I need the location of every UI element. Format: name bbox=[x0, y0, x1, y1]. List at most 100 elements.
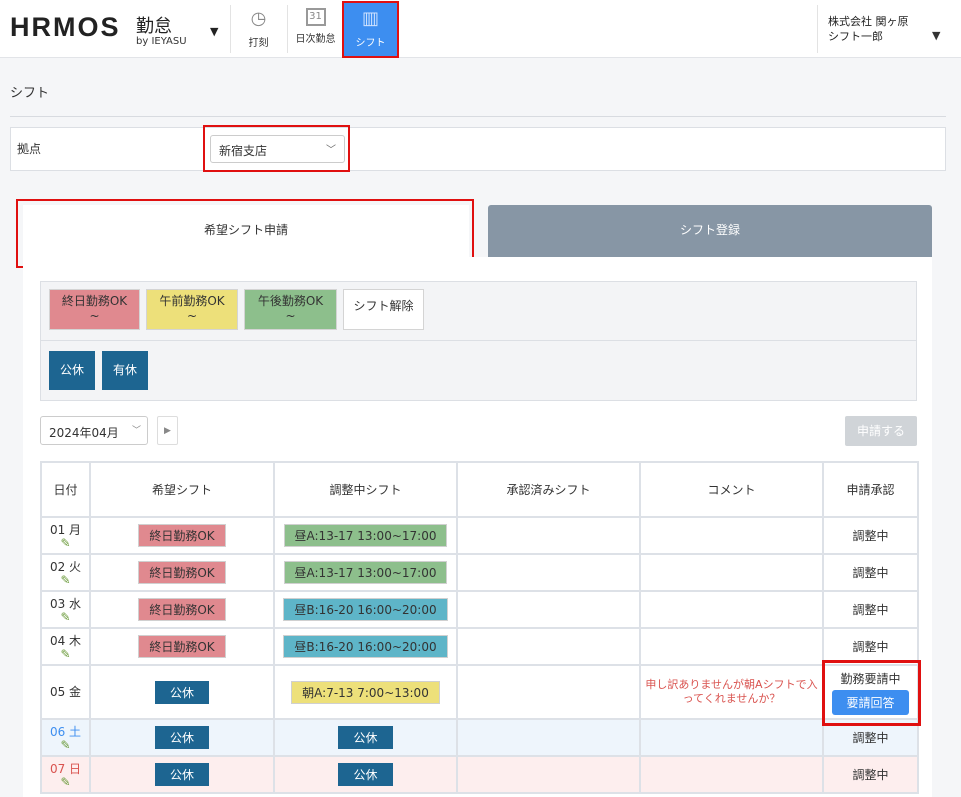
col-adjust: 調整中シフト bbox=[273, 461, 458, 518]
paid-leave-button[interactable]: 有休 bbox=[102, 351, 148, 390]
page-title: シフト bbox=[10, 86, 50, 101]
date-text: 05 金 bbox=[49, 685, 82, 699]
pencil-icon[interactable]: ✎ bbox=[60, 646, 71, 661]
top-header: HRMOS 勤怠 by IEYASU ▼ ◷ 打刻 31 日次勤怠 ▥ シフト 株式会… bbox=[0, 0, 961, 58]
approved-cell bbox=[456, 627, 641, 666]
date-cell: 07 日 ✎ bbox=[40, 755, 91, 794]
label: 終日勤務OK bbox=[61, 294, 128, 308]
base-row bbox=[10, 127, 946, 171]
adjust-chip: 昼A:13-17 13:00~17:00 bbox=[283, 561, 448, 584]
wish-cell[interactable]: 終日勤務OK bbox=[89, 627, 275, 666]
sub: ~ bbox=[186, 309, 198, 323]
date-cell: 04 木 ✎ bbox=[40, 627, 91, 666]
wish-chip: 公休 bbox=[154, 680, 209, 704]
approved-cell bbox=[456, 718, 641, 757]
col-status: 申請承認 bbox=[822, 461, 919, 518]
date-text: 04 木 bbox=[49, 633, 82, 648]
wish-chip: 公休 bbox=[154, 726, 209, 749]
approved-cell bbox=[456, 755, 641, 794]
adjust-cell: 公休 bbox=[273, 755, 458, 794]
table-row: 03 水 ✎ 終日勤務OK 昼B:16-20 16:00~20:00 調整中 bbox=[40, 590, 919, 629]
status-text: 調整中 bbox=[852, 603, 889, 617]
divider bbox=[817, 5, 818, 53]
morning-ok-button[interactable]: 午前勤務OK ~ bbox=[146, 289, 238, 330]
comment-cell: 申し訳ありませんが朝Aシフトで入ってくれませんか？ bbox=[639, 664, 824, 720]
approved-cell bbox=[456, 516, 641, 555]
status-cell: 勤務要請中 要請回答 bbox=[822, 664, 919, 720]
base-select[interactable]: 新宿支店 ﹀ bbox=[210, 135, 345, 163]
table-row: 02 火 ✎ 終日勤務OK 昼A:13-17 13:00~17:00 調整中 bbox=[40, 553, 919, 592]
shift-clear-button[interactable]: シフト解除 bbox=[343, 289, 424, 330]
tab-shift-register[interactable]: シフト登録 bbox=[488, 205, 932, 257]
status-cell: 調整中 bbox=[822, 755, 919, 794]
user-menu[interactable]: 株式会社 関ヶ原 シフト一郎 bbox=[828, 14, 909, 44]
date-text: 06 土 bbox=[49, 724, 82, 739]
adjust-chip: 朝A:7-13 7:00~13:00 bbox=[291, 680, 440, 704]
allday-ok-button[interactable]: 終日勤務OK ~ bbox=[49, 289, 140, 330]
wish-cell[interactable]: 公休 bbox=[89, 664, 275, 720]
approved-cell bbox=[456, 664, 641, 720]
divider bbox=[10, 116, 946, 117]
col-approved: 承認済みシフト bbox=[456, 461, 641, 518]
notebook-icon: ▥ bbox=[361, 8, 379, 29]
wish-cell[interactable]: 終日勤務OK bbox=[89, 516, 275, 555]
public-holiday-button[interactable]: 公休 bbox=[49, 351, 95, 390]
base-value: 新宿支店 bbox=[219, 144, 268, 158]
adjust-chip: 昼B:16-20 16:00~20:00 bbox=[283, 598, 448, 621]
nav-daily[interactable]: 31 日次勤怠 bbox=[288, 2, 343, 57]
chevron-down-icon: ﹀ bbox=[131, 426, 141, 436]
pencil-icon[interactable]: ✎ bbox=[60, 535, 71, 550]
date-cell: 06 土 ✎ bbox=[40, 718, 91, 757]
nav-punch[interactable]: ◷ 打刻 bbox=[231, 2, 286, 57]
tab-shift-request[interactable]: 希望シフト申請 bbox=[23, 205, 469, 265]
sub: ~ bbox=[89, 309, 100, 323]
wish-cell[interactable]: 公休 bbox=[89, 718, 275, 757]
date-text: 03 水 bbox=[49, 596, 82, 611]
col-wish: 希望シフト bbox=[89, 461, 275, 518]
table-row: 05 金 公休 朝A:7-13 7:00~13:00 申し訳ありませんが朝Aシフトで入… bbox=[40, 664, 919, 720]
app-menu-caret-icon[interactable]: ▼ bbox=[210, 25, 219, 38]
comment-cell bbox=[639, 590, 824, 629]
status-text: 調整中 bbox=[852, 768, 889, 782]
afternoon-ok-button[interactable]: 午後勤務OK ~ bbox=[244, 289, 337, 330]
wish-cell[interactable]: 公休 bbox=[89, 755, 275, 794]
comment-cell bbox=[639, 516, 824, 555]
comment-cell bbox=[639, 755, 824, 794]
pencil-icon[interactable]: ✎ bbox=[60, 572, 71, 587]
user-menu-caret-icon[interactable]: ▼ bbox=[932, 29, 941, 42]
table-row: 01 月 ✎ 終日勤務OK 昼A:13-17 13:00~17:00 調整中 bbox=[40, 516, 919, 555]
next-month-button[interactable]: ▶ bbox=[157, 416, 178, 445]
adjust-cell: 公休 bbox=[273, 718, 458, 757]
nav-shift[interactable]: ▥ シフト bbox=[342, 1, 399, 58]
wish-cell[interactable]: 終日勤務OK bbox=[89, 590, 275, 629]
pencil-icon[interactable]: ✎ bbox=[60, 737, 71, 752]
wish-chip: 終日勤務OK bbox=[138, 524, 226, 547]
adjust-cell: 朝A:7-13 7:00~13:00 bbox=[273, 664, 458, 720]
adjust-cell: 昼B:16-20 16:00~20:00 bbox=[273, 627, 458, 666]
status-text: 勤務要請中 bbox=[840, 671, 901, 686]
divider bbox=[230, 5, 231, 53]
shift-table: 日付 希望シフト 調整中シフト 承認済みシフト コメント 申請承認 01 月 ✎ 終… bbox=[40, 461, 919, 794]
col-date: 日付 bbox=[40, 461, 91, 518]
chevron-down-icon: ﹀ bbox=[326, 145, 336, 156]
month-select[interactable]: 2024年04月 ﹀ bbox=[40, 416, 148, 445]
pencil-icon[interactable]: ✎ bbox=[60, 774, 71, 789]
wish-cell[interactable]: 終日勤務OK bbox=[89, 553, 275, 592]
table-row: 06 土 ✎ 公休 公休 調整中 bbox=[40, 718, 919, 757]
apply-button[interactable]: 申請する bbox=[845, 416, 917, 446]
wish-chip: 終日勤務OK bbox=[138, 561, 226, 584]
request-reply-button[interactable]: 要請回答 bbox=[832, 689, 909, 715]
date-cell: 05 金 bbox=[40, 664, 91, 720]
date-text: 02 火 bbox=[49, 559, 82, 574]
adjust-cell: 昼A:13-17 13:00~17:00 bbox=[273, 516, 458, 555]
adjust-chip: 公休 bbox=[338, 763, 393, 786]
highlight-box bbox=[203, 125, 350, 172]
approved-cell bbox=[456, 553, 641, 592]
sub: ~ bbox=[285, 309, 296, 323]
wish-chip: 公休 bbox=[154, 763, 209, 786]
label: 午前勤務OK bbox=[159, 294, 225, 308]
adjust-chip: 昼A:13-17 13:00~17:00 bbox=[283, 524, 448, 547]
comment-cell bbox=[639, 553, 824, 592]
pencil-icon[interactable]: ✎ bbox=[60, 609, 71, 624]
logo[interactable]: HRMOS bbox=[10, 12, 121, 42]
